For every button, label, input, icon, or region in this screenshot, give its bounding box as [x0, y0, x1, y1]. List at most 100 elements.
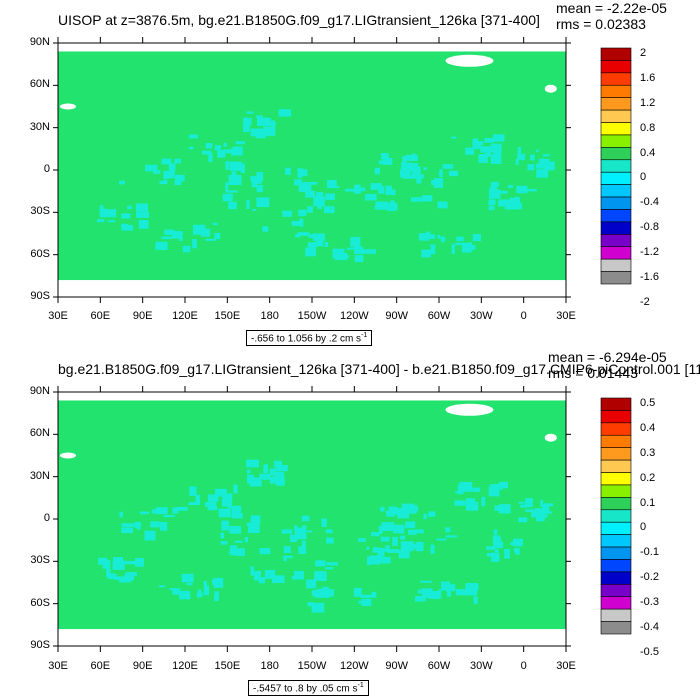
lon-label: 30W	[470, 310, 493, 322]
lat-label: 30N	[29, 469, 50, 482]
colorbar-label: 1.2	[640, 96, 656, 109]
cyan-cell	[488, 189, 501, 199]
cyan-cell	[422, 195, 433, 202]
cyan-cell	[401, 164, 406, 172]
cyan-cell	[437, 201, 448, 209]
cyan-cell	[358, 600, 362, 604]
lon-label: 150E	[214, 310, 241, 322]
cyan-cell	[332, 186, 340, 189]
cyan-cell	[246, 459, 259, 468]
cyan-cell	[249, 477, 262, 487]
cyan-cell	[380, 536, 390, 542]
cyan-cell	[493, 154, 499, 161]
cyan-cell	[388, 506, 398, 513]
cyan-cell	[100, 215, 109, 218]
cyan-cell	[498, 504, 511, 514]
cyan-cell	[455, 242, 468, 246]
cyan-cell	[493, 529, 498, 535]
cyan-cell	[272, 575, 285, 584]
lon-label: 120E	[172, 660, 198, 672]
cyan-cell	[491, 181, 499, 187]
cyan-cell	[489, 186, 498, 190]
cyan-cell	[105, 209, 117, 218]
cyan-cell	[214, 232, 221, 240]
cyan-cell	[383, 548, 387, 552]
cyan-cell	[228, 201, 237, 210]
cyan-cell	[298, 209, 307, 217]
cyan-cell	[312, 233, 325, 241]
cyan-cell	[486, 546, 496, 550]
cyan-cell	[172, 507, 179, 514]
cyan-cell	[121, 225, 134, 231]
cyan-cell	[263, 464, 269, 474]
cyan-cell	[385, 185, 392, 196]
cyan-cell	[121, 527, 133, 534]
cyan-cell	[493, 134, 505, 142]
cyan-cell	[488, 199, 496, 206]
cyan-cell	[465, 147, 474, 155]
cyan-cell	[214, 488, 227, 497]
cyan-cell	[317, 590, 324, 597]
cyan-cell	[220, 541, 228, 545]
colorbar-swatch	[600, 534, 632, 548]
cyan-cell	[405, 524, 409, 529]
cyan-cell	[438, 589, 442, 599]
cyan-cell	[397, 508, 410, 519]
cyan-cell	[478, 154, 488, 163]
cyan-cell	[515, 551, 520, 555]
cyan-cell	[96, 219, 105, 223]
panel-title: bg.e21.B1850G.f09_g17.LIGtransient_126ka…	[58, 361, 700, 377]
cyan-cell	[188, 134, 199, 139]
colorbar-label: -0.2	[640, 571, 659, 584]
cyan-cell	[250, 515, 261, 524]
cyan-cell	[380, 506, 385, 512]
colorbar-swatch	[600, 422, 632, 436]
cyan-cell	[445, 527, 451, 533]
colorbar-label: 0	[640, 521, 647, 534]
cyan-cell	[164, 171, 175, 179]
colorbar-swatch	[600, 472, 632, 486]
cyan-cell	[411, 153, 416, 158]
cyan-cell	[315, 560, 326, 567]
cyan-cell	[445, 535, 458, 538]
lon-label: 60E	[90, 310, 111, 322]
cyan-cell	[356, 187, 366, 192]
cyan-cell	[127, 205, 132, 210]
cyan-cell	[381, 522, 394, 532]
cyan-cell	[346, 247, 355, 250]
lon-label: 120E	[172, 310, 198, 322]
cyan-cell	[112, 561, 125, 570]
cyan-cell	[136, 211, 150, 218]
lat-label: 90S	[30, 639, 50, 651]
cyan-cell	[220, 532, 225, 539]
cyan-cell	[225, 161, 230, 170]
cyan-cell	[454, 500, 466, 506]
lon-label: 30E	[556, 310, 576, 322]
cyan-cell	[442, 164, 454, 169]
cyan-cell	[514, 548, 520, 553]
cyan-cell	[275, 464, 288, 472]
cyan-cell	[278, 109, 292, 117]
cyan-cell	[381, 152, 389, 160]
cyan-cell	[246, 111, 254, 114]
cyan-cell	[305, 247, 317, 257]
cyan-cell	[251, 179, 258, 188]
cyan-cell	[291, 575, 304, 580]
lon-label: 30E	[48, 310, 68, 322]
lat-label: 90N	[29, 385, 50, 397]
cyan-cell	[214, 591, 219, 601]
lon-label: 30E	[556, 660, 576, 672]
cyan-cell	[413, 529, 424, 534]
colorbar-label: 0.3	[640, 446, 656, 459]
cyan-cell	[512, 538, 523, 547]
cyan-cell	[378, 160, 387, 165]
cyan-cell	[271, 120, 276, 127]
lon-label: 0	[520, 660, 527, 672]
cyan-cell	[405, 521, 416, 529]
cyan-cell	[285, 167, 291, 175]
lon-label: 150W	[297, 310, 327, 322]
cyan-cell	[374, 205, 380, 210]
mean-stat: mean = -6.294e-05	[548, 349, 667, 365]
cyan-cell	[228, 175, 242, 186]
